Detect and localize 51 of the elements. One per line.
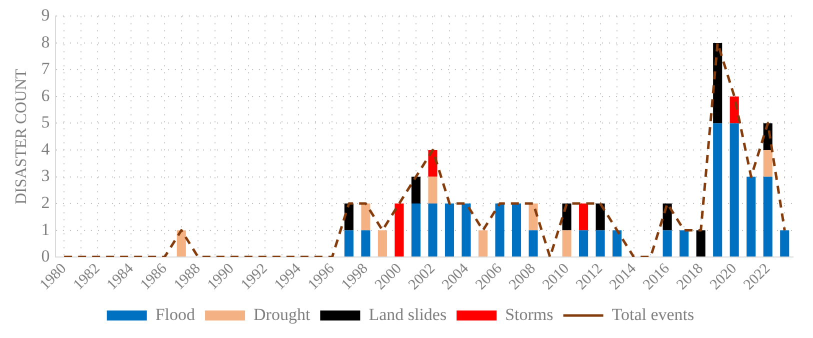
legend-label: Flood	[155, 304, 196, 324]
bar	[612, 230, 622, 257]
bar	[579, 204, 588, 230]
bar	[495, 204, 504, 257]
bar	[394, 204, 404, 257]
bar	[780, 230, 790, 257]
bar	[562, 230, 572, 257]
legend-label: Land slides	[368, 304, 447, 324]
bar	[680, 230, 689, 257]
legend-label: Storms	[505, 304, 554, 324]
x-tick-label: 1992	[238, 260, 271, 294]
legend-label: Total events	[612, 304, 694, 324]
y-tick-label: 1	[41, 220, 50, 239]
bar	[763, 176, 772, 257]
y-tick-label: 3	[41, 166, 50, 186]
bar	[176, 230, 186, 257]
y-axis-title: DISASTER COUNT	[12, 68, 30, 204]
y-tick-label: 8	[41, 32, 50, 52]
bar	[361, 230, 370, 257]
y-tick-label: 5	[41, 112, 50, 132]
y-tick-label: 2	[41, 193, 50, 212]
bar	[696, 230, 706, 257]
bar	[444, 204, 454, 257]
bar	[512, 204, 522, 257]
bar	[462, 204, 471, 257]
bar	[579, 230, 588, 257]
line-series	[62, 42, 786, 258]
bar	[596, 204, 605, 230]
y-tick-label: 7	[41, 59, 50, 78]
bar	[344, 230, 354, 257]
x-tick-label: 1990	[204, 260, 238, 294]
bar	[378, 230, 387, 257]
legend-label: Drought	[254, 304, 310, 324]
bar	[662, 230, 672, 257]
bar	[713, 123, 722, 257]
bar	[528, 230, 538, 257]
x-tick-label: 1982	[70, 260, 104, 294]
bar	[428, 204, 438, 257]
bar	[562, 204, 572, 230]
bar	[428, 176, 438, 204]
bar	[596, 230, 605, 257]
bar	[763, 150, 772, 177]
y-tick-label: 4	[41, 139, 50, 158]
bar	[746, 176, 756, 257]
bar	[411, 204, 420, 257]
y-tick-label: 6	[41, 86, 50, 105]
y-tick-label: 9	[41, 6, 50, 25]
bar	[411, 176, 420, 204]
bar	[478, 230, 488, 257]
bar	[730, 123, 739, 257]
bar	[361, 204, 370, 230]
